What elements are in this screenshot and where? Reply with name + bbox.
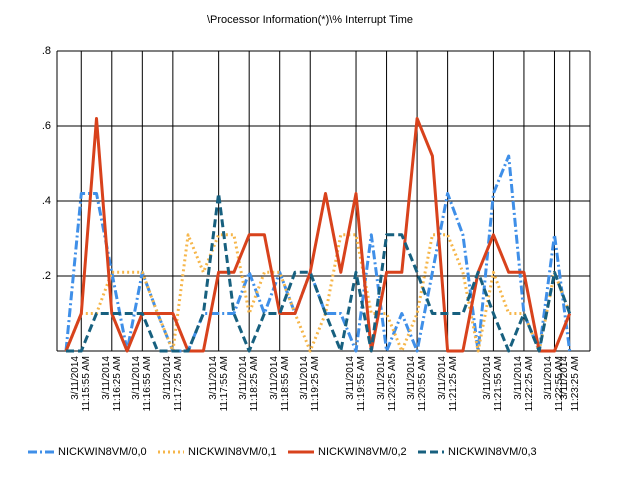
x-tick-label: 3/11/2014 11:20:25 AM <box>375 356 398 412</box>
y-tick-label: .4 <box>42 195 51 207</box>
legend-label: NICKWIN8VM/0,1 <box>188 446 277 458</box>
x-tick-label: 3/11/2014 11:15:55 AM <box>70 356 93 412</box>
x-tick-label: 3/11/2014 11:21:55 AM <box>482 356 505 412</box>
y-tick-label: .2 <box>42 270 51 282</box>
series-line <box>66 192 572 353</box>
x-tick-label: 3/11/2014 11:18:55 AM <box>268 356 291 412</box>
legend-label: NICKWIN8VM/0,0 <box>58 446 147 458</box>
x-tick-label: 3/11/2014 11:18:25 AM <box>238 356 261 412</box>
x-tick-label: 3/11/2014 11:21:25 AM <box>436 356 459 412</box>
series-line <box>64 233 572 353</box>
x-tick-label: 3/11/2014 11:19:25 AM <box>299 356 322 412</box>
series-line <box>64 117 572 353</box>
chart-title: \Processor Information(*)\% Interrupt Ti… <box>207 14 413 26</box>
x-tick-label: 3/11/2014 11:20:55 AM <box>406 356 429 412</box>
y-tick-label: .8 <box>42 45 51 57</box>
x-tick-label: 3/11/2014 11:23:25 AM <box>558 356 581 412</box>
legend-label: NICKWIN8VM/0,3 <box>448 446 537 458</box>
series-line <box>64 154 572 353</box>
x-tick-label: 3/11/2014 11:22:25 AM <box>512 356 535 412</box>
x-tick-label: 3/11/2014 11:16:25 AM <box>100 356 123 412</box>
legend-label: NICKWIN8VM/0,2 <box>318 446 407 458</box>
x-tick-label: 3/11/2014 11:19:55 AM <box>345 356 368 412</box>
x-tick-label: 3/11/2014 11:17:55 AM <box>207 356 230 412</box>
x-tick-label: 3/11/2014 11:17:25 AM <box>161 356 184 412</box>
y-tick-label: .6 <box>42 120 51 132</box>
x-tick-label: 3/11/2014 11:16:55 AM <box>131 356 154 412</box>
